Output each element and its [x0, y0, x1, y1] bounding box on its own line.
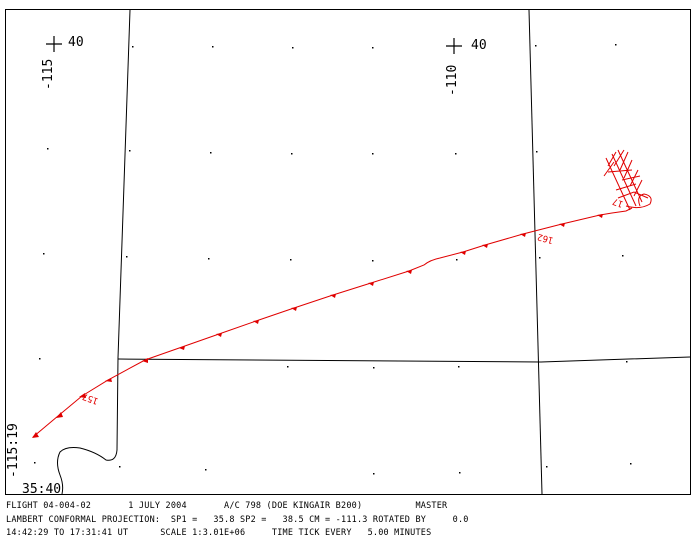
- lat-label-40-left: 40: [68, 35, 84, 50]
- graticule-dots: [34, 44, 632, 475]
- boundary-utah-arizona: [117, 356, 691, 363]
- track-end-marker-label: 17: [611, 195, 625, 208]
- flight-track: [32, 149, 652, 438]
- map-frame: [5, 9, 691, 495]
- survey-pattern: [603, 149, 652, 211]
- state-boundaries: [57, 9, 691, 495]
- track-end-label: 162: [536, 231, 554, 245]
- track-start-label: 157: [81, 391, 100, 406]
- footer-line-flight: FLIGHT 04-004-02 1 JULY 2004 A/C 798 (DO…: [6, 501, 448, 511]
- lon-label-115: -115: [41, 59, 56, 90]
- lon-label-110: -110: [445, 65, 460, 96]
- corner-lat-label: 35:40: [22, 482, 61, 497]
- time-ticks: [32, 214, 603, 438]
- boundary-utah-colorado: [528, 9, 543, 495]
- footer-line-projection: LAMBERT CONFORMAL PROJECTION: SP1 = 35.8…: [6, 515, 469, 525]
- corner-lon-label: -115:19: [6, 423, 21, 478]
- graticule-crosses: [46, 36, 462, 54]
- cross-115-40: [46, 36, 62, 52]
- cross-110-40: [446, 38, 462, 54]
- boundary-nevada-utah: [57, 9, 131, 495]
- lat-label-40-right: 40: [471, 38, 487, 53]
- footer-line-time: 14:42:29 TO 17:31:41 UT SCALE 1:3.01E+06…: [6, 528, 432, 538]
